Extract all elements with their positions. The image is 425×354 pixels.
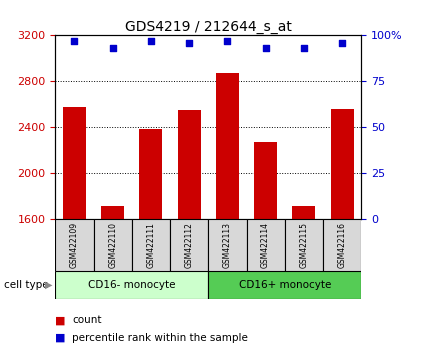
Text: cell type: cell type (4, 280, 49, 290)
Bar (292, 206, 315, 219)
Bar (208, 219, 246, 271)
Bar (132, 219, 170, 271)
Text: GSM422112: GSM422112 (184, 222, 194, 268)
Bar (246, 219, 285, 271)
Bar (178, 110, 201, 219)
Bar (323, 219, 361, 271)
Text: GSM422114: GSM422114 (261, 222, 270, 268)
Bar (254, 142, 277, 219)
Text: ■: ■ (55, 315, 69, 325)
Text: ■: ■ (55, 333, 69, 343)
Bar (170, 219, 208, 271)
Bar (208, 271, 361, 299)
Point (109, 45, 116, 51)
Text: GSM422116: GSM422116 (337, 222, 347, 268)
Text: CD16- monocyte: CD16- monocyte (88, 280, 176, 290)
Point (339, 40, 346, 46)
Bar (55, 271, 208, 299)
Bar (55, 219, 94, 271)
Text: GSM422110: GSM422110 (108, 222, 117, 268)
Point (71, 38, 78, 44)
Bar (94, 219, 132, 271)
Point (300, 45, 307, 51)
Bar (331, 109, 354, 219)
Text: ▶: ▶ (45, 280, 52, 290)
Bar (101, 206, 124, 219)
Text: GSM422115: GSM422115 (299, 222, 309, 268)
Bar (216, 73, 239, 219)
Point (224, 38, 231, 44)
Text: GSM422113: GSM422113 (223, 222, 232, 268)
Bar (285, 219, 323, 271)
Title: GDS4219 / 212644_s_at: GDS4219 / 212644_s_at (125, 21, 292, 34)
Text: GSM422109: GSM422109 (70, 222, 79, 268)
Bar (63, 107, 86, 219)
Text: percentile rank within the sample: percentile rank within the sample (72, 333, 248, 343)
Text: CD16+ monocyte: CD16+ monocyte (238, 280, 331, 290)
Point (186, 40, 193, 46)
Point (262, 45, 269, 51)
Bar (139, 129, 162, 219)
Text: GSM422111: GSM422111 (146, 222, 156, 268)
Point (147, 38, 154, 44)
Text: count: count (72, 315, 102, 325)
